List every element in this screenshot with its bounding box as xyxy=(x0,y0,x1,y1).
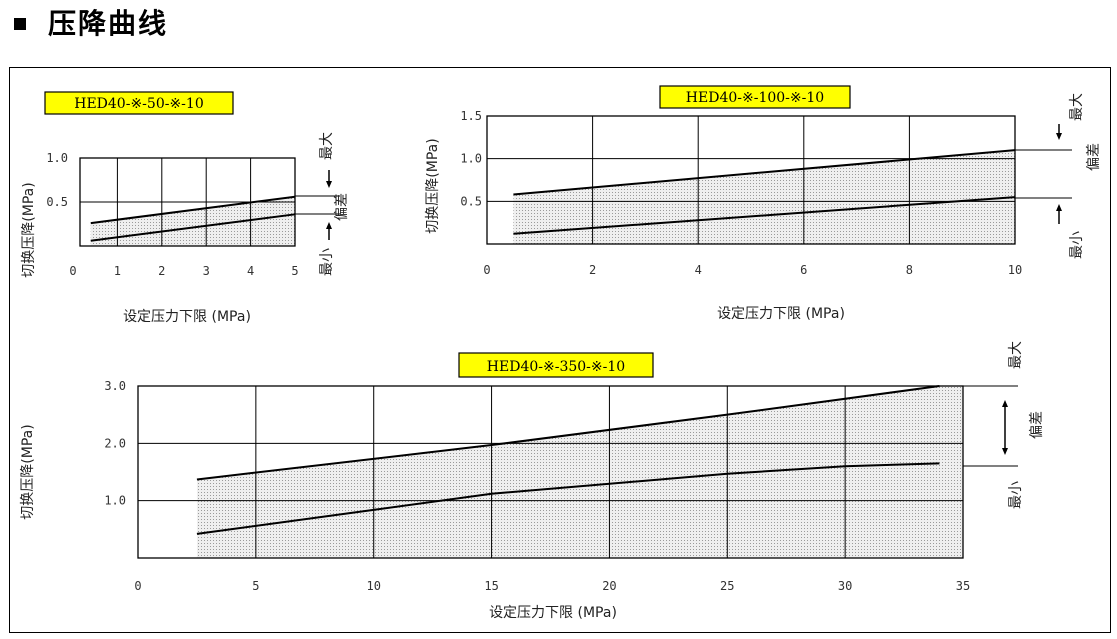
x-axis-label: 设定压力下限 (MPa) xyxy=(717,306,845,322)
model-label: HED40-※-50-※-10 xyxy=(74,96,203,112)
series-line xyxy=(196,385,940,481)
max-label: 最大 xyxy=(319,132,335,160)
page-title: 压降曲线 xyxy=(48,7,169,40)
plot-box xyxy=(486,115,1016,245)
model-label-box xyxy=(44,91,234,115)
arrow-down-icon xyxy=(1002,448,1008,455)
x-tick-label: 1 xyxy=(114,264,121,278)
y-axis-label: 切换压降(MPa) xyxy=(19,424,36,519)
series-line xyxy=(513,149,1016,196)
x-tick-label: 10 xyxy=(1008,263,1022,277)
max-label: 最大 xyxy=(1069,93,1085,121)
y-tick-label: 1.0 xyxy=(104,494,126,508)
y-axis-label: 切换压降(MPa) xyxy=(424,138,441,233)
arrow-down-icon xyxy=(326,181,332,188)
x-tick-label: 2 xyxy=(589,263,596,277)
x-tick-label: 4 xyxy=(247,264,254,278)
plot-box xyxy=(137,385,964,559)
deviation-label: 偏差 xyxy=(334,193,350,221)
x-tick-label: 30 xyxy=(838,579,852,593)
model-label: HED40-※-100-※-10 xyxy=(686,90,824,106)
x-axis-label: 设定压力下限 (MPa) xyxy=(123,309,251,325)
shaded-region xyxy=(196,386,963,558)
shaded-region xyxy=(513,150,1015,244)
series-line xyxy=(513,196,1016,235)
arrow-down-icon xyxy=(1056,133,1062,140)
shaded-region xyxy=(90,196,295,246)
deviation-label: 偏差 xyxy=(1086,143,1102,171)
model-label-box xyxy=(659,85,851,109)
arrow-up-icon xyxy=(1002,400,1008,407)
x-tick-label: 4 xyxy=(695,263,702,277)
page-heading: 压降曲线 xyxy=(14,2,168,42)
series-line xyxy=(90,213,296,242)
x-tick-label: 3 xyxy=(203,264,210,278)
chart-frame xyxy=(9,67,1111,633)
y-tick-label: 0.5 xyxy=(46,195,68,209)
y-axis-label: 切换压降(MPa) xyxy=(20,182,37,277)
y-tick-label: 1.0 xyxy=(46,151,68,165)
x-tick-label: 6 xyxy=(800,263,807,277)
x-tick-label: 5 xyxy=(291,264,298,278)
x-tick-label: 10 xyxy=(366,579,380,593)
x-tick-label: 35 xyxy=(956,579,970,593)
x-axis-label: 设定压力下限 (MPa) xyxy=(489,605,617,621)
x-tick-label: 5 xyxy=(252,579,259,593)
x-tick-label: 15 xyxy=(484,579,498,593)
model-label: HED40-※-350-※-10 xyxy=(487,359,625,375)
y-tick-label: 3.0 xyxy=(104,379,126,393)
min-label: 最小 xyxy=(319,248,335,276)
x-tick-label: 8 xyxy=(906,263,913,277)
min-label: 最小 xyxy=(1008,481,1024,509)
bullet-icon xyxy=(14,18,26,30)
series-line xyxy=(196,462,940,535)
min-label: 最小 xyxy=(1069,231,1085,259)
arrow-up-icon xyxy=(326,222,332,229)
y-tick-label: 0.5 xyxy=(460,194,482,208)
model-label-box xyxy=(458,352,654,378)
x-tick-label: 0 xyxy=(69,264,76,278)
y-tick-label: 1.0 xyxy=(460,152,482,166)
x-tick-label: 0 xyxy=(134,579,141,593)
x-tick-label: 0 xyxy=(483,263,490,277)
arrow-up-icon xyxy=(1056,204,1062,211)
x-tick-label: 2 xyxy=(158,264,165,278)
y-tick-label: 2.0 xyxy=(104,436,126,450)
y-tick-label: 1.5 xyxy=(460,109,482,123)
max-label: 最大 xyxy=(1008,341,1024,369)
series-line xyxy=(90,195,296,225)
x-tick-label: 20 xyxy=(602,579,616,593)
deviation-label: 偏差 xyxy=(1029,411,1045,439)
x-tick-label: 25 xyxy=(720,579,734,593)
